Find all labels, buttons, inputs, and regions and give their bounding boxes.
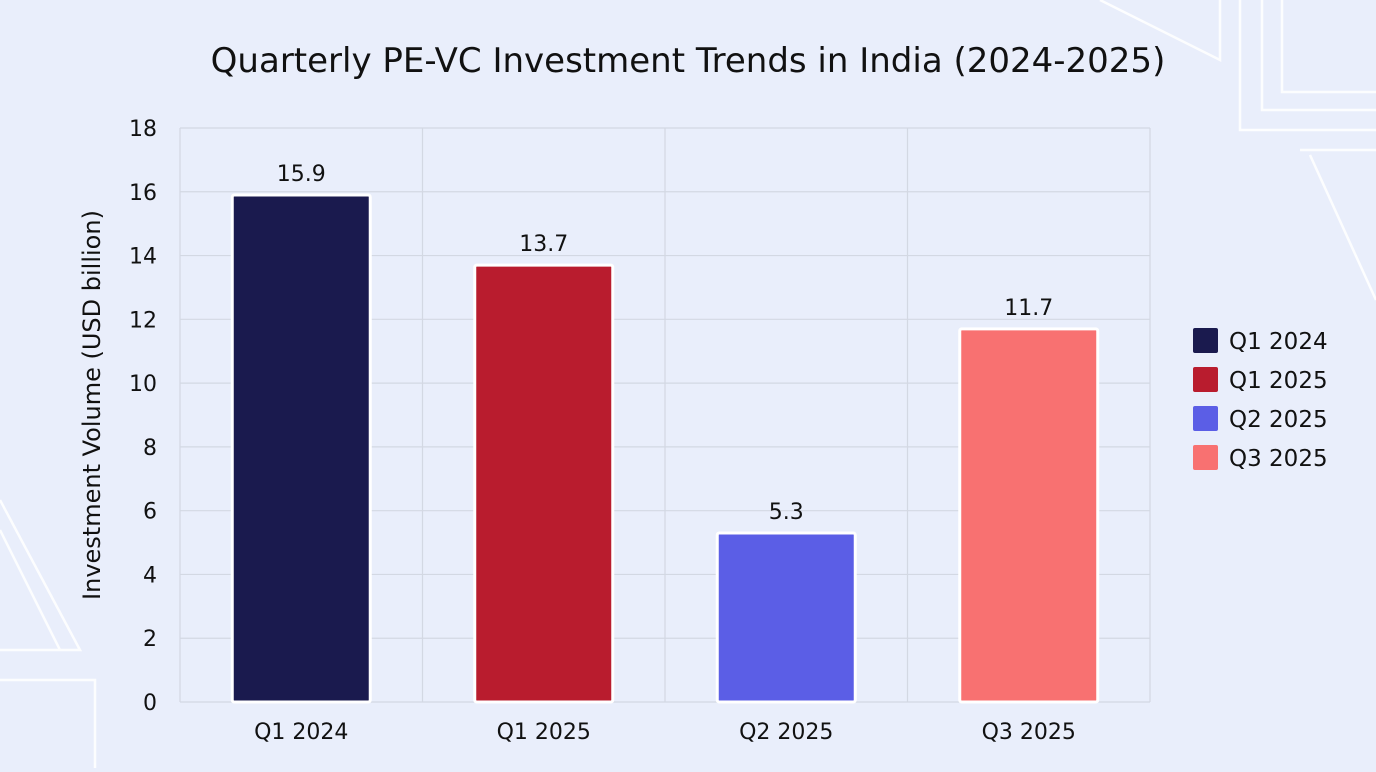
x-tick-label: Q3 2025 — [982, 720, 1076, 745]
x-tick-label: Q2 2025 — [739, 720, 833, 745]
bar — [715, 531, 857, 704]
bar-value-label: 13.7 — [519, 232, 568, 257]
y-tick-label: 18 — [129, 117, 157, 142]
bar — [230, 193, 372, 704]
y-tick-label: 2 — [143, 627, 157, 652]
y-tick-label: 10 — [129, 372, 157, 397]
y-tick-label: 16 — [129, 181, 157, 206]
bar-value-label: 5.3 — [769, 500, 804, 525]
legend-swatch — [1193, 445, 1218, 470]
y-tick-label: 0 — [143, 691, 157, 716]
legend-label: Q1 2025 — [1229, 368, 1328, 394]
bar-value-label: 11.7 — [1004, 296, 1053, 321]
legend-label: Q3 2025 — [1229, 446, 1328, 472]
y-tick-label: 8 — [143, 436, 157, 461]
y-tick-label: 12 — [129, 308, 157, 333]
y-tick-label: 4 — [143, 563, 157, 588]
chart-title: Quarterly PE-VC Investment Trends in Ind… — [211, 41, 1166, 81]
y-tick-label: 6 — [143, 500, 157, 525]
x-tick-labels: Q1 2024 Q1 2025 Q2 2025 Q3 2025 — [254, 720, 1076, 745]
x-tick-label: Q1 2025 — [497, 720, 591, 745]
legend-swatch — [1193, 367, 1218, 392]
y-axis-label: Investment Volume (USD billion) — [78, 210, 106, 600]
legend-swatch — [1193, 328, 1218, 353]
legend-label: Q2 2025 — [1229, 407, 1328, 433]
value-labels: 15.9 13.7 5.3 11.7 — [277, 162, 1053, 525]
bar-value-label: 15.9 — [277, 162, 326, 187]
bars — [230, 193, 1100, 704]
y-tick-label: 14 — [129, 245, 157, 270]
x-tick-label: Q1 2024 — [254, 720, 348, 745]
legend: Q1 2024 Q1 2025 Q2 2025 Q3 2025 — [1193, 328, 1328, 472]
legend-label: Q1 2024 — [1229, 329, 1328, 355]
y-tick-labels: 0 2 4 6 8 10 12 14 16 18 — [129, 117, 157, 716]
bar — [473, 263, 615, 704]
bar — [958, 327, 1100, 704]
legend-swatch — [1193, 406, 1218, 431]
